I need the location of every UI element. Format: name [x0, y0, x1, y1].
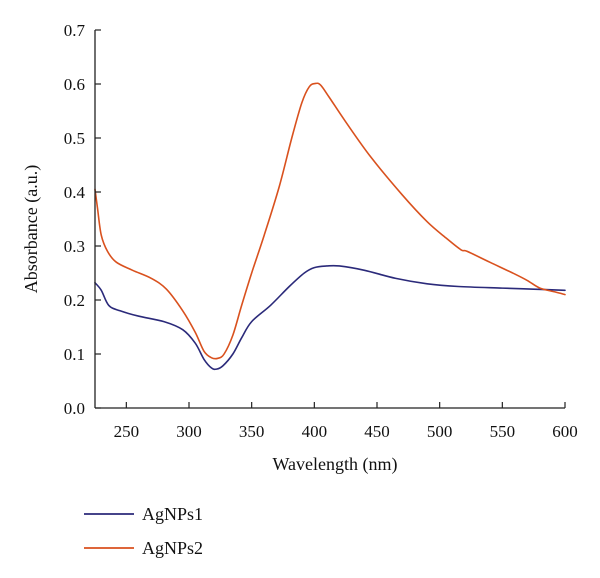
- x-tick-label: 550: [490, 422, 516, 441]
- legend-label: AgNPs2: [142, 538, 203, 558]
- axes-layer: 0.0 0.1 0.2 0.3 0.4 0.5 0.6 0.7 250 300 350 400 450 5…: [64, 21, 578, 441]
- x-tick-label: 400: [302, 422, 328, 441]
- x-tick-label: 300: [176, 422, 202, 441]
- y-tick-label: 0.1: [64, 345, 85, 364]
- y-tick-label: 0.5: [64, 129, 85, 148]
- x-tick-label: 500: [427, 422, 453, 441]
- x-axis-title: Wavelength (nm): [272, 454, 397, 475]
- x-tick-label: 600: [552, 422, 578, 441]
- y-tick-label: 0.6: [64, 75, 85, 94]
- y-tick-label: 0.3: [64, 237, 85, 256]
- x-tick-label: 250: [114, 422, 140, 441]
- legend: AgNPs1 AgNPs2: [84, 504, 203, 558]
- series-line-agnps1: [94, 264, 566, 371]
- y-tick-label: 0.0: [64, 399, 85, 418]
- series-line-agnps2: [94, 82, 566, 360]
- y-tick-label: 0.2: [64, 291, 85, 310]
- y-tick-label: 0.4: [64, 183, 86, 202]
- legend-item-agnps2: AgNPs2: [84, 538, 203, 558]
- legend-label: AgNPs1: [142, 504, 203, 524]
- legend-item-agnps1: AgNPs1: [84, 504, 203, 524]
- y-axis-title: Absorbance (a.u.): [21, 165, 42, 293]
- series-layer: [94, 82, 566, 371]
- x-tick-label: 350: [239, 422, 265, 441]
- y-tick-label: 0.7: [64, 21, 86, 40]
- x-tick-label: 450: [364, 422, 390, 441]
